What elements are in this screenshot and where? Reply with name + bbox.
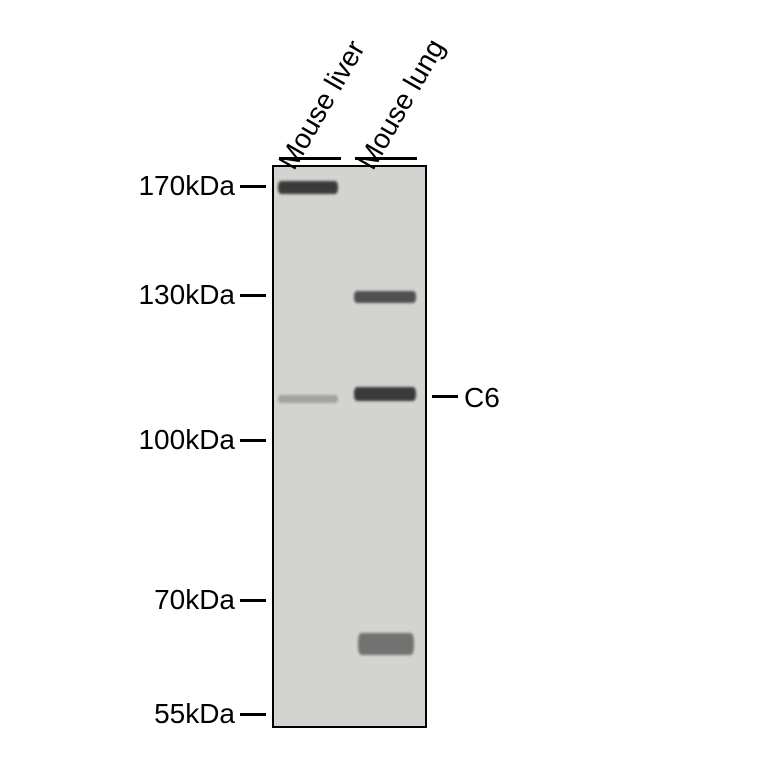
mw-marker-label: 70kDa bbox=[154, 584, 235, 616]
band bbox=[358, 633, 414, 655]
mw-marker-tick bbox=[240, 599, 266, 602]
lane-underline bbox=[279, 157, 341, 160]
mw-marker-label: 130kDa bbox=[138, 279, 235, 311]
band bbox=[354, 291, 416, 303]
mw-marker-tick bbox=[240, 439, 266, 442]
mw-marker-label: 55kDa bbox=[154, 698, 235, 730]
mw-marker-tick bbox=[240, 185, 266, 188]
target-label: C6 bbox=[464, 382, 500, 414]
mw-marker-tick bbox=[240, 713, 266, 716]
mw-marker-tick bbox=[240, 294, 266, 297]
mw-marker-label: 100kDa bbox=[138, 424, 235, 456]
band bbox=[278, 395, 338, 403]
mw-marker-label: 170kDa bbox=[138, 170, 235, 202]
band bbox=[354, 387, 416, 401]
band bbox=[278, 181, 338, 194]
target-tick bbox=[432, 395, 458, 398]
lane-underline bbox=[355, 157, 417, 160]
